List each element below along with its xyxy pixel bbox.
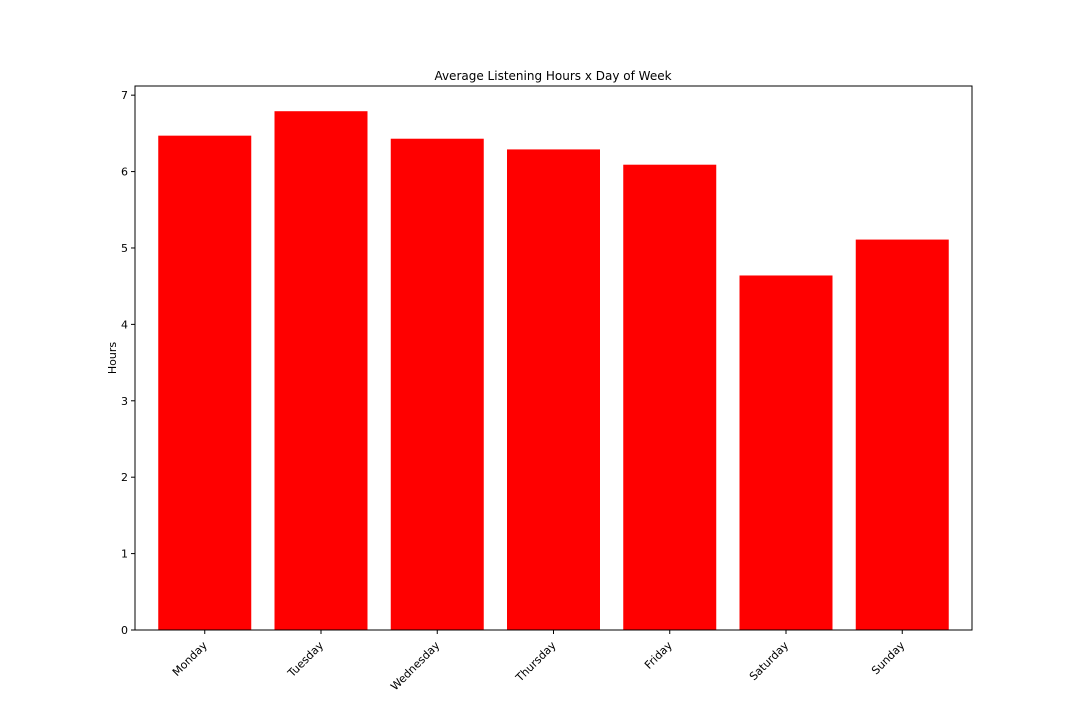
chart-title: Average Listening Hours x Day of Week <box>434 69 671 83</box>
y-tick-label: 2 <box>121 471 128 484</box>
y-tick-label: 1 <box>121 548 128 561</box>
y-tick-label: 4 <box>121 318 128 331</box>
bar-friday <box>623 164 717 630</box>
y-tick-label: 0 <box>121 624 128 637</box>
y-tick-label: 6 <box>121 166 128 179</box>
bar-saturday <box>739 275 833 630</box>
y-tick-label: 3 <box>121 395 128 408</box>
y-tick-label: 7 <box>121 89 128 102</box>
bar-thursday <box>507 149 600 631</box>
bar-sunday <box>855 239 949 630</box>
plot-area-frame <box>134 85 973 631</box>
y-axis-label: Hours <box>106 342 119 374</box>
bars-group <box>158 111 949 631</box>
y-tick-label: 5 <box>121 242 128 255</box>
bar-tuesday <box>274 111 368 630</box>
y-axis-ticks: 0 1 2 3 4 5 6 7 <box>121 89 135 637</box>
bar-monday <box>158 135 252 631</box>
bar-wednesday <box>390 138 484 630</box>
